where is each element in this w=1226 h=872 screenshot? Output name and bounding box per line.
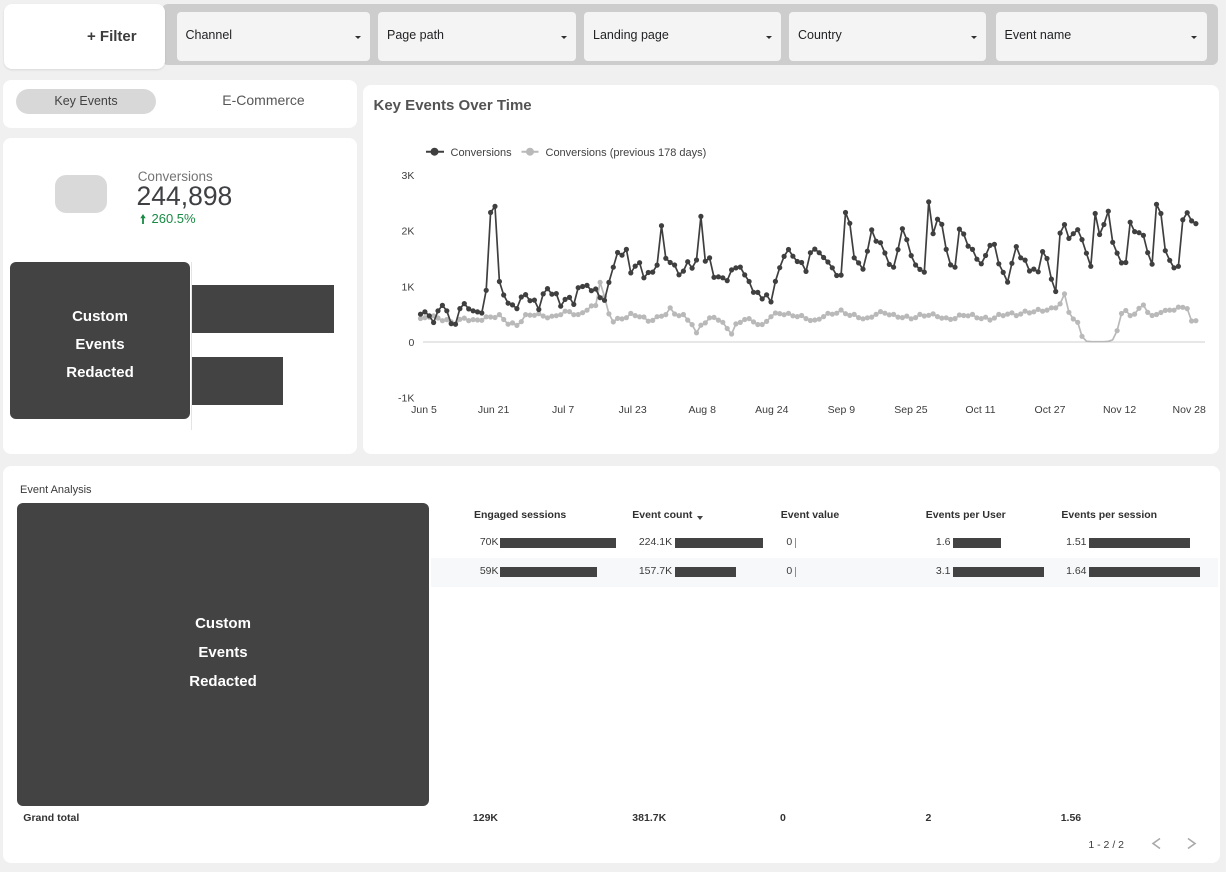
svg-text:Sep 9: Sep 9 <box>828 404 856 416</box>
svg-text:Conversions: Conversions <box>451 147 513 159</box>
svg-text:Jul 7: Jul 7 <box>552 404 574 416</box>
svg-text:0: 0 <box>409 337 415 349</box>
svg-text:Jun 5: Jun 5 <box>411 404 437 416</box>
svg-text:Aug 24: Aug 24 <box>755 404 788 416</box>
svg-text:Jun 21: Jun 21 <box>478 404 510 416</box>
svg-text:1K: 1K <box>402 281 415 293</box>
svg-text:Nov 12: Nov 12 <box>1103 404 1136 416</box>
svg-text:Aug 8: Aug 8 <box>688 404 716 416</box>
svg-text:Oct 27: Oct 27 <box>1035 404 1066 416</box>
svg-text:Nov 28: Nov 28 <box>1173 404 1206 416</box>
svg-text:Conversions (previous 178 days: Conversions (previous 178 days) <box>546 147 707 159</box>
svg-text:Oct 11: Oct 11 <box>965 404 995 416</box>
svg-text:Jul 23: Jul 23 <box>619 404 647 416</box>
svg-text:2K: 2K <box>402 226 415 238</box>
svg-text:-1K: -1K <box>398 393 414 405</box>
svg-text:Sep 25: Sep 25 <box>894 404 927 416</box>
svg-text:3K: 3K <box>402 170 415 182</box>
